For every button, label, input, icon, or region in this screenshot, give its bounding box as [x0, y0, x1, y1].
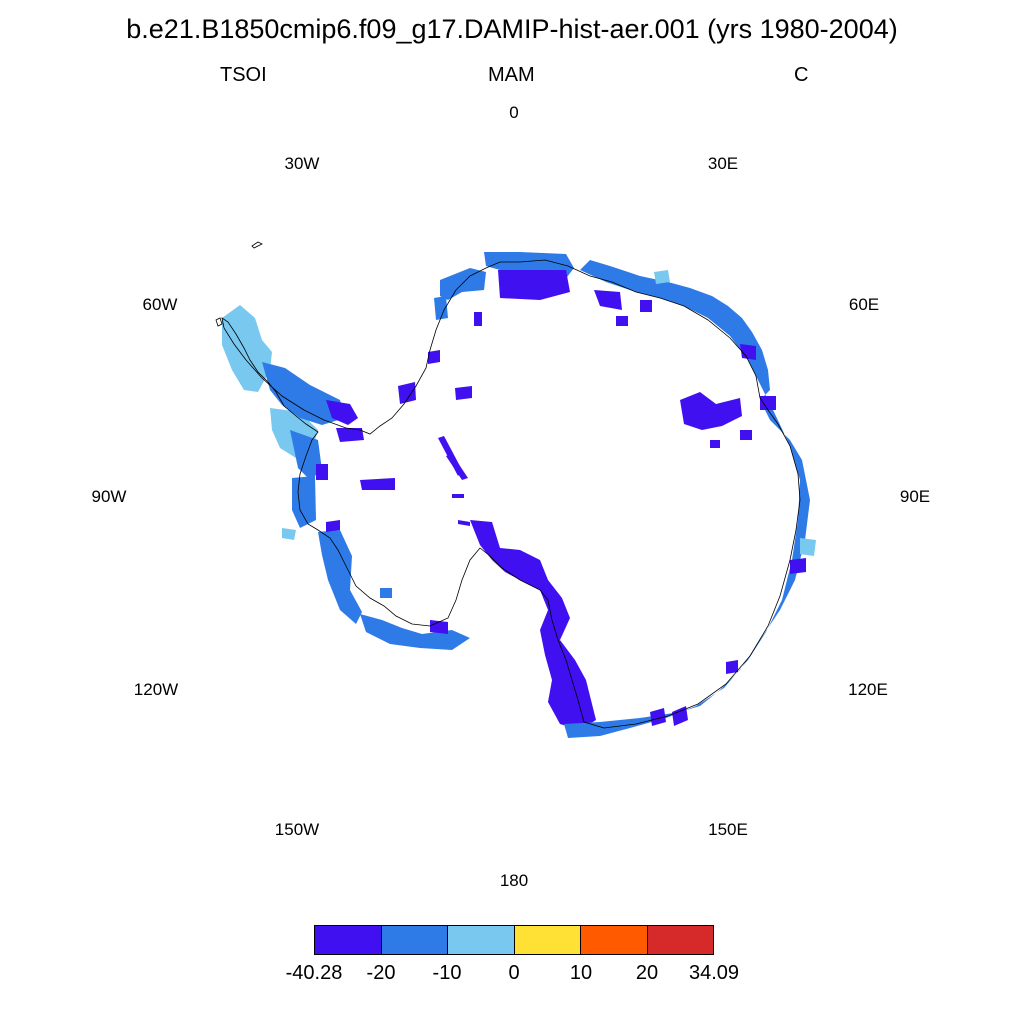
east-cell-strong — [594, 290, 622, 310]
lon-label-0: 0 — [509, 103, 519, 122]
colorbar — [314, 925, 714, 955]
colorbar-tick: 0 — [508, 962, 520, 984]
east-cell-strong — [650, 708, 666, 726]
lon-label-60e: 60E — [848, 295, 880, 314]
lon-label-120w: 120W — [133, 680, 179, 699]
interior-streak — [452, 494, 464, 498]
east-coast-cell — [434, 296, 448, 320]
coastline-island — [251, 241, 263, 249]
peninsula-cell-mid — [262, 362, 345, 425]
east-coast-cell-light — [800, 538, 816, 556]
lon-label-60w: 60W — [142, 295, 178, 314]
west-coast-cell — [360, 614, 470, 650]
plot-title: b.e21.B1850cmip6.f09_g17.DAMIP-hist-aer.… — [126, 14, 898, 44]
colorbar-box — [447, 925, 515, 955]
east-cell-strong — [672, 706, 688, 726]
peninsula-cell-light — [282, 528, 296, 540]
units-label: C — [794, 64, 809, 86]
colorbar-box — [314, 925, 382, 955]
west-cell-strong — [326, 520, 340, 532]
east-cell-strong — [740, 430, 752, 440]
coastline-main — [221, 259, 801, 729]
east-cell-strong — [474, 312, 482, 326]
lon-label-90w: 90W — [91, 487, 127, 506]
east-cell-strong — [760, 396, 776, 410]
colorbar-box — [580, 925, 648, 955]
colorbar-tick: 10 — [569, 962, 593, 984]
colorbar-tick: 34.09 — [688, 962, 740, 984]
peninsula-cell-strong — [326, 400, 358, 425]
east-cell-strong — [640, 300, 652, 312]
lon-label-150e: 150E — [708, 820, 748, 839]
east-cell-strong — [726, 660, 738, 674]
lon-label-150w: 150W — [274, 820, 320, 839]
west-cell-strong — [398, 382, 416, 404]
east-cell-strong — [680, 392, 742, 430]
colorbar-tick: -10 — [432, 962, 462, 984]
coastline-island — [215, 317, 223, 327]
season-label: MAM — [488, 64, 535, 86]
east-coast-cell-light — [654, 270, 670, 284]
east-cell-strong — [616, 316, 628, 326]
colorbar-box — [513, 925, 581, 955]
east-cell-strong — [740, 344, 756, 360]
peninsula-cell-strong — [316, 464, 328, 480]
east-cell-strong — [790, 558, 806, 574]
west-coast-cell — [380, 588, 392, 598]
peninsula-cell-light — [222, 305, 272, 392]
east-cell-strong — [498, 270, 570, 300]
lon-label-180: 180 — [499, 871, 529, 890]
lon-label-120e: 120E — [848, 680, 888, 699]
colorbar-tick: 20 — [635, 962, 659, 984]
west-cell-strong — [455, 386, 472, 400]
colorbar-tick: -40.28 — [285, 962, 343, 984]
temperature-cells — [222, 252, 816, 738]
peninsula-cell-mid — [292, 476, 316, 528]
colorbar-tick: -20 — [366, 962, 396, 984]
interior-streak — [458, 520, 470, 526]
west-cell-strong — [360, 478, 395, 490]
west-cell-strong — [430, 620, 448, 634]
east-coast-cell — [564, 260, 810, 738]
east-coast-cell — [440, 268, 486, 300]
east-cell-strong — [710, 440, 720, 448]
lon-label-30e: 30E — [707, 154, 739, 173]
lon-label-30w: 30W — [284, 154, 320, 173]
west-coast-cell — [318, 530, 362, 624]
peninsula-cell-strong — [336, 428, 364, 442]
ross-cell-strong — [470, 520, 596, 730]
variable-label: TSOI — [220, 64, 267, 86]
coastline — [215, 241, 801, 729]
colorbar-box — [646, 925, 714, 955]
lon-label-90e: 90E — [899, 487, 931, 506]
interior-streak — [446, 454, 468, 480]
colorbar-box — [380, 925, 448, 955]
west-cell-strong — [428, 350, 440, 364]
